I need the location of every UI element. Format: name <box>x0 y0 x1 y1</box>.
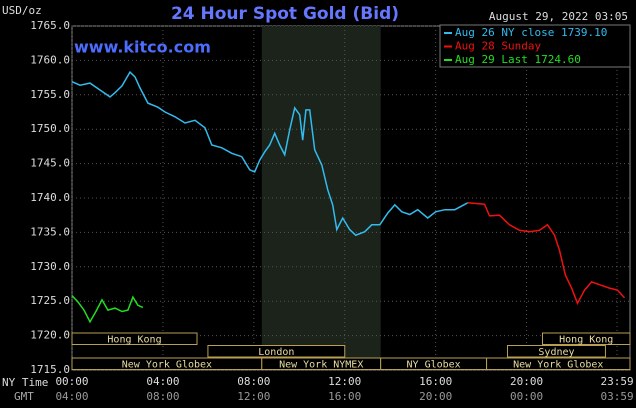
y-tick-label: 1745.0 <box>30 157 70 170</box>
price-line <box>71 295 144 324</box>
x2-axis-label: GMT <box>14 390 34 403</box>
y-tick-label: 1755.0 <box>30 88 70 101</box>
x-tick-label: 16:00 <box>419 375 452 388</box>
session-label: Sydney <box>538 347 574 358</box>
x-tick-label: 23:59 <box>600 375 633 388</box>
y-tick-label: 1735.0 <box>30 225 70 238</box>
website: www.kitco.com <box>74 38 211 57</box>
y-tick-label: 1750.0 <box>30 122 70 135</box>
x-tick-label: 12:00 <box>328 375 361 388</box>
session-bar <box>71 332 198 345</box>
legend-label: Aug 29 Last 1724.60 <box>455 53 581 66</box>
x-tick-label: 20:00 <box>510 375 543 388</box>
session-label: New York NYMEX <box>279 359 363 370</box>
x2-tick-label: 04:00 <box>55 390 88 403</box>
x2-tick-label: 08:00 <box>146 390 179 403</box>
x-tick-label: 04:00 <box>146 375 179 388</box>
y-tick-label: 1765.0 <box>30 19 70 32</box>
legend-label: Aug 26 NY close 1739.10 <box>455 26 607 39</box>
legend-label: Aug 28 Sunday <box>455 40 541 53</box>
session-bar <box>506 345 606 358</box>
session-bar <box>207 345 346 358</box>
session-bar <box>541 332 631 345</box>
session-label: New York Globex <box>513 359 603 370</box>
session-label: Hong Kong <box>559 334 613 345</box>
session-label: NY Globex <box>407 359 461 370</box>
y-tick-label: 1730.0 <box>30 260 70 273</box>
y-tick-label: 1725.0 <box>30 294 70 307</box>
price-line <box>467 202 626 306</box>
legend-box <box>439 24 631 68</box>
price-line <box>71 70 469 237</box>
session-bar <box>486 357 631 370</box>
x-tick-label: 08:00 <box>237 375 270 388</box>
y-unit: USD/oz <box>2 4 42 17</box>
y-tick-label: 1720.0 <box>30 329 70 342</box>
x2-tick-label: 16:00 <box>328 390 361 403</box>
y-tick-label: 1760.0 <box>30 53 70 66</box>
y-tick-label: 1740.0 <box>30 191 70 204</box>
timestamp: August 29, 2022 03:05 <box>489 10 628 23</box>
shade-region <box>261 26 381 370</box>
y-tick-label: 1715.0 <box>30 363 70 376</box>
session-label: Hong Kong <box>107 334 161 345</box>
x2-tick-label: 03:59 <box>600 390 633 403</box>
session-label: New York Globex <box>122 359 212 370</box>
x-axis-label: NY Time <box>2 376 48 389</box>
x2-tick-label: 00:00 <box>510 390 543 403</box>
x-tick-label: 00:00 <box>55 375 88 388</box>
session-label: London <box>258 347 294 358</box>
chart-title: 24 Hour Spot Gold (Bid) <box>171 4 399 24</box>
x2-tick-label: 12:00 <box>237 390 270 403</box>
x2-tick-label: 20:00 <box>419 390 452 403</box>
